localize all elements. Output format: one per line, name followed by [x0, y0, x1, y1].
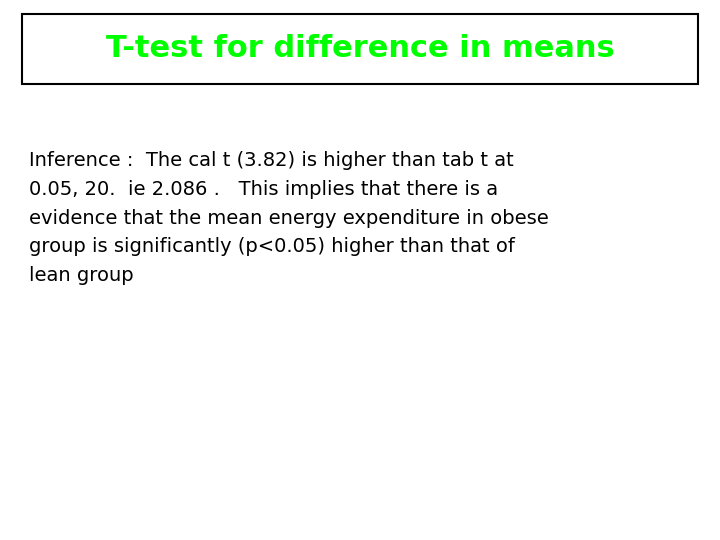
- FancyBboxPatch shape: [22, 14, 698, 84]
- Text: Inference :  The cal t (3.82) is higher than tab t at
0.05, 20.  ie 2.086 .   Th: Inference : The cal t (3.82) is higher t…: [29, 151, 549, 285]
- Text: T-test for difference in means: T-test for difference in means: [106, 34, 614, 63]
